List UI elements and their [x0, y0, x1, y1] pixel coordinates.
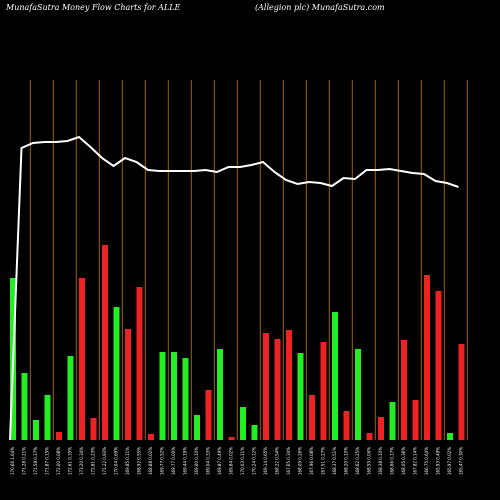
bar: [251, 425, 258, 440]
bar: [424, 275, 430, 440]
x-tick-label: 171.87 0.15%: [45, 447, 50, 475]
bar: [263, 333, 269, 440]
bar: [366, 433, 373, 440]
bar: [332, 312, 338, 440]
bar: [217, 349, 223, 440]
bar: [159, 352, 166, 440]
bar: [401, 340, 407, 440]
bar: [90, 418, 97, 440]
x-tick-label: 169.04 0.33%: [206, 447, 211, 475]
bar: [33, 420, 39, 440]
bar: [113, 307, 120, 440]
bar: [56, 432, 62, 440]
x-tick-label: 171.58 0.17%: [33, 447, 38, 475]
x-tick-label: 167.96 0.08%: [309, 447, 314, 475]
x-tick-label: 167.51 0.27%: [321, 447, 326, 475]
bar: [240, 407, 246, 440]
x-tick-label: 168.92 0.55%: [137, 447, 142, 475]
x-tick-label: 169.84 0.02%: [229, 447, 234, 475]
x-tick-label: 168.22 0.54%: [275, 447, 280, 475]
x-tick-label: 168.66 0.17%: [390, 447, 395, 475]
bar: [125, 329, 131, 440]
x-tick-label: 165.97 0.02%: [447, 447, 452, 475]
x-tick-label: 168.05 0.36%: [401, 447, 406, 475]
bar: [182, 358, 189, 440]
x-tick-label: 165.93 0.49%: [436, 447, 441, 475]
x-tick-label: 172.61 0.35%: [68, 447, 73, 475]
bar: [21, 373, 28, 440]
bar: [458, 344, 465, 440]
x-tick-label: 169.77 0.52%: [160, 447, 165, 475]
bar: [343, 411, 350, 440]
bar: [205, 390, 212, 440]
bar: [136, 287, 143, 440]
x-tick-label: 168.38 0.10%: [378, 447, 383, 475]
x-tick-label: 168.62 0.25%: [355, 447, 360, 475]
x-tick-label: 169.44 0.19%: [183, 447, 188, 475]
bar: [355, 349, 361, 440]
bar: [148, 434, 154, 440]
x-tick-label: 170.66 1.64%: [10, 447, 15, 475]
bar: [102, 245, 108, 440]
bar: [412, 400, 419, 440]
x-tick-label: 168.88 0.02%: [148, 447, 153, 475]
bar: [44, 395, 51, 440]
bar: [171, 352, 177, 440]
bar: [389, 402, 396, 440]
x-tick-label: 166.75 0.64%: [424, 447, 429, 475]
x-tick-label: 165.47 0.30%: [459, 447, 464, 475]
bar: [309, 395, 315, 440]
x-tick-label: 169.77 0.00%: [171, 447, 176, 475]
chart-title: MunafaSutra Money Flow Charts for ALLE: [5, 3, 181, 12]
bar: [228, 437, 235, 440]
bar: [447, 433, 453, 440]
x-tick-label: 168.20 0.10%: [344, 447, 349, 475]
x-tick-label: 169.85 0.11%: [125, 447, 130, 475]
bar: [297, 353, 304, 440]
x-tick-label: 168.55 0.04%: [367, 447, 372, 475]
bar: [286, 330, 292, 440]
x-tick-label: 170.24 0.12%: [252, 447, 257, 475]
bar: [320, 342, 327, 440]
bar: [79, 278, 85, 440]
x-tick-label: 167.82 0.14%: [413, 447, 418, 475]
x-tick-label: 171.22 0.93%: [102, 447, 107, 475]
x-tick-label: 168.09 0.26%: [298, 447, 303, 475]
x-tick-label: 170.03 0.11%: [240, 447, 245, 475]
x-tick-label: 169.87 0.49%: [217, 447, 222, 475]
x-tick-label: 173.20 0.34%: [79, 447, 84, 475]
x-tick-label: 169.60 0.10%: [194, 447, 199, 475]
x-tick-label: 167.65 0.34%: [286, 447, 291, 475]
x-tick-label: 168.37 0.51%: [332, 447, 337, 475]
bar: [194, 415, 200, 440]
x-tick-label: 171.28 0.21%: [22, 447, 27, 475]
bar: [274, 339, 281, 440]
x-tick-label: 172.00 0.08%: [56, 447, 61, 475]
bar: [435, 291, 442, 440]
x-tick-label: 172.81 0.23%: [91, 447, 96, 475]
price-line: [9, 135, 459, 441]
x-tick-label: 170.04 0.69%: [114, 447, 119, 475]
bar: [67, 356, 74, 440]
x-tick-label: 169.14 0.65%: [263, 447, 268, 475]
chart-subtitle: (Allegion plc) MunafaSutra.com: [255, 3, 385, 12]
bar: [378, 417, 384, 440]
